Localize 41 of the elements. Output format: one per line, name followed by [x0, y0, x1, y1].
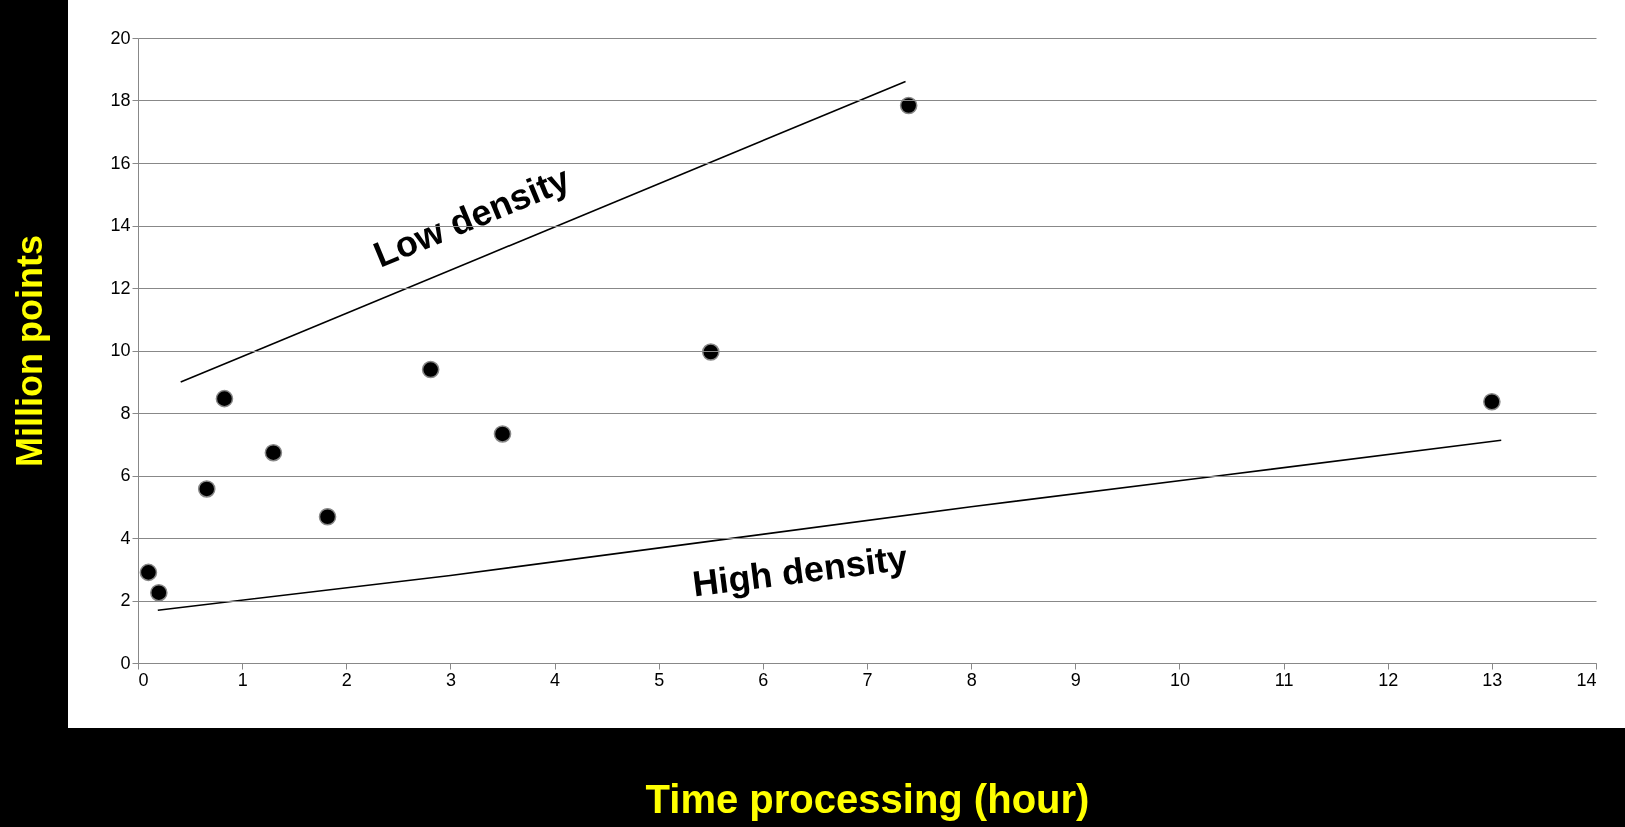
point: [421, 360, 440, 379]
point: [318, 507, 337, 526]
x-tick-label: 10: [1169, 669, 1190, 690]
x-tick-label: 14: [1576, 669, 1597, 690]
point: [701, 343, 720, 361]
x-tick-label: 11: [1274, 669, 1294, 690]
x-tick-label: 4: [550, 669, 561, 690]
point: [150, 583, 168, 602]
y-tick-label: 0: [120, 652, 131, 673]
x-tick-label: 8: [966, 669, 977, 690]
y-tick-label: 4: [120, 527, 131, 548]
y-tick-label: 6: [120, 465, 131, 485]
point: [1483, 392, 1501, 411]
point: [493, 425, 512, 443]
y-tick-label: 10: [110, 340, 131, 360]
x-axis-title: Time processing (hour): [645, 776, 1090, 821]
x-tick-label: 2: [341, 669, 352, 690]
x-tick-label: 5: [654, 669, 665, 690]
point: [215, 389, 234, 408]
y-tick-label: 16: [110, 152, 131, 173]
point: [899, 96, 918, 115]
x-tick-label: 3: [445, 669, 456, 690]
point: [139, 563, 158, 582]
y-tick-label: 20: [110, 27, 131, 48]
y-tick-label: 2: [120, 590, 131, 610]
x-tick-label: 9: [1070, 669, 1081, 690]
y-tick-label: 12: [110, 277, 131, 298]
x-tick-label: 1: [237, 669, 248, 690]
x-tick-label: 12: [1378, 669, 1399, 690]
annotation: High density: [690, 536, 910, 605]
point: [264, 443, 283, 462]
y-tick-label: 18: [110, 90, 131, 110]
line-series: [156, 439, 1503, 611]
y-tick-label: 8: [120, 402, 131, 423]
x-tick-label: 13: [1482, 669, 1503, 690]
x-tick-label: 0: [138, 669, 149, 690]
point: [197, 480, 216, 498]
y-axis-title: Million points: [8, 235, 50, 467]
y-tick-label: 14: [110, 215, 131, 235]
x-tick-label: 7: [862, 669, 873, 690]
x-tick-label: 6: [758, 669, 769, 690]
